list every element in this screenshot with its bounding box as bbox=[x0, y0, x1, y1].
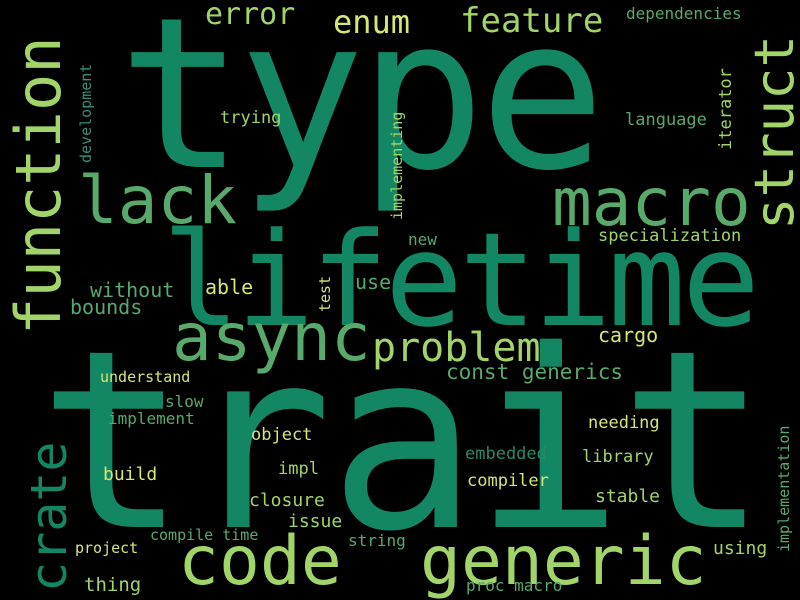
word-async: async bbox=[172, 299, 371, 376]
word-generic: generic bbox=[420, 522, 707, 600]
word-enum: enum bbox=[333, 3, 411, 41]
word-macro: macro bbox=[552, 164, 751, 241]
word-feature: feature bbox=[460, 1, 604, 41]
word-new: new bbox=[408, 230, 437, 249]
word-closure: closure bbox=[249, 490, 325, 511]
word-string: string bbox=[348, 531, 406, 550]
word-understand: understand bbox=[100, 368, 191, 386]
word-code: code bbox=[178, 522, 342, 600]
word-object: object bbox=[251, 425, 313, 445]
word-use: use bbox=[355, 270, 392, 294]
word-proc-macro: proc macro bbox=[466, 576, 563, 595]
word-able: able bbox=[205, 275, 254, 299]
word-const-generics: const generics bbox=[446, 360, 624, 384]
word-needing: needing bbox=[588, 413, 660, 433]
word-dependencies: dependencies bbox=[626, 4, 742, 23]
word-impl: impl bbox=[278, 459, 319, 479]
word-trying: trying bbox=[220, 108, 282, 128]
word-struct: struct bbox=[743, 34, 800, 230]
word-without: without bbox=[90, 278, 175, 302]
word-thing: thing bbox=[84, 574, 142, 596]
word-implement: implement bbox=[108, 409, 195, 428]
word-development: development bbox=[77, 63, 95, 163]
word-slow: slow bbox=[165, 392, 204, 411]
word-lack: lack bbox=[78, 162, 237, 239]
word-language: language bbox=[625, 110, 707, 130]
word-issue: issue bbox=[288, 511, 343, 532]
word-function: function bbox=[2, 36, 75, 335]
word-crate: crate bbox=[20, 441, 78, 592]
word-bounds: bounds bbox=[70, 295, 143, 319]
word-compiler: compiler bbox=[467, 471, 549, 491]
word-project: project bbox=[75, 539, 139, 557]
word-specialization: specialization bbox=[598, 226, 742, 246]
word-library: library bbox=[582, 447, 654, 467]
word-compile-time: compile time bbox=[150, 526, 259, 544]
word-type: type bbox=[118, 0, 606, 217]
word-test: test bbox=[316, 275, 334, 312]
word-iterator: iterator bbox=[716, 68, 736, 150]
word-cargo: cargo bbox=[598, 323, 659, 347]
word-error: error bbox=[205, 0, 296, 32]
word-trait: trait bbox=[38, 298, 769, 586]
word-build: build bbox=[103, 464, 158, 485]
word-stable: stable bbox=[595, 486, 661, 507]
word-embedded: embedded bbox=[465, 444, 547, 464]
word-implementation: implementation bbox=[775, 425, 793, 552]
word-problem: problem bbox=[372, 325, 541, 371]
word-implementing: implementing bbox=[388, 111, 406, 220]
word-lifetime: lifetime bbox=[162, 204, 760, 356]
word-using: using bbox=[713, 538, 768, 559]
